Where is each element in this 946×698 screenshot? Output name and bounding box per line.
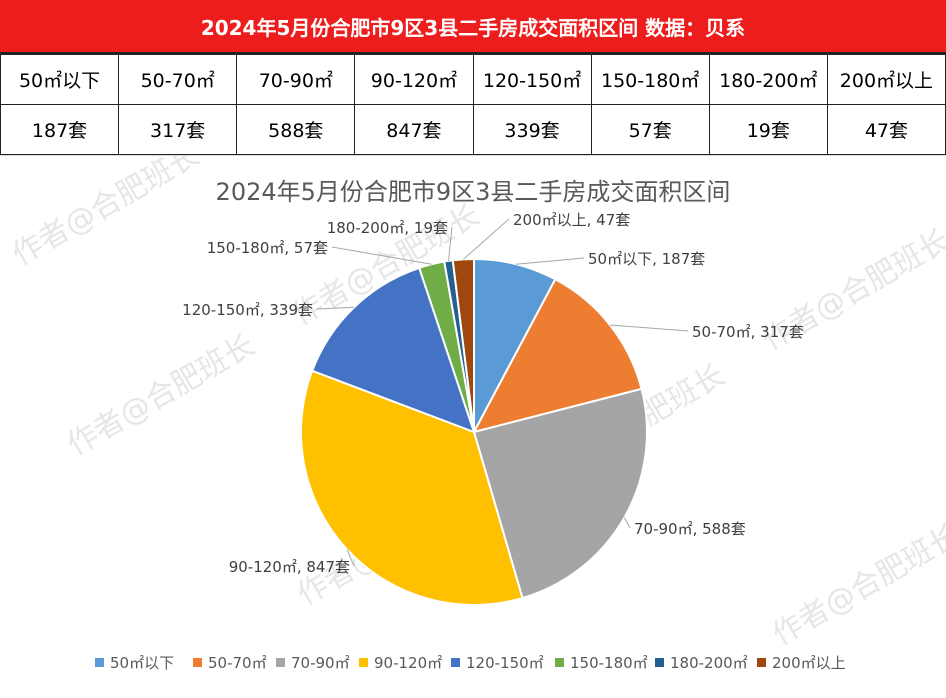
table-cell: 90-120㎡ xyxy=(355,55,473,105)
legend-swatch xyxy=(655,658,664,667)
data-label: 120-150㎡, 339套 xyxy=(182,301,313,319)
legend-label: 180-200㎡ xyxy=(670,654,748,672)
chart-area: 作者@合肥班长作者@合肥班长作者@合肥班长作者@合肥班长作者@合肥班长作者@合肥… xyxy=(0,155,946,697)
legend-swatch xyxy=(95,658,104,667)
table-cell: 187套 xyxy=(1,105,119,155)
table-row: 187套 317套 588套 847套 339套 57套 19套 47套 xyxy=(1,105,946,155)
watermark-text: 作者@合肥班长 xyxy=(767,518,946,653)
data-label: 200㎡以上, 47套 xyxy=(513,211,630,229)
legend-swatch xyxy=(451,658,460,667)
watermark-text: 作者@合肥班长 xyxy=(62,328,261,463)
table-cell: 47套 xyxy=(827,105,945,155)
pie-chart: 作者@合肥班长作者@合肥班长作者@合肥班长作者@合肥班长作者@合肥班长作者@合肥… xyxy=(0,156,946,698)
table-cell: 588套 xyxy=(237,105,355,155)
leader-line xyxy=(516,258,584,264)
data-label: 180-200㎡, 19套 xyxy=(327,219,448,237)
table-cell: 317套 xyxy=(119,105,237,155)
table-cell: 120-150㎡ xyxy=(473,55,591,105)
table-cell: 70-90㎡ xyxy=(237,55,355,105)
legend-label: 120-150㎡ xyxy=(466,654,544,672)
legend-label: 70-90㎡ xyxy=(291,654,350,672)
data-label: 90-120㎡, 847套 xyxy=(229,558,350,576)
legend-swatch xyxy=(555,658,564,667)
table-cell: 19套 xyxy=(709,105,827,155)
table-cell: 50㎡以下 xyxy=(1,55,119,105)
data-label: 50-70㎡, 317套 xyxy=(692,323,804,341)
legend-label: 50-70㎡ xyxy=(208,654,267,672)
legend-swatch xyxy=(193,658,202,667)
leader-line xyxy=(610,325,688,331)
summary-table: 50㎡以下 50-70㎡ 70-90㎡ 90-120㎡ 120-150㎡ 150… xyxy=(0,54,946,155)
table-row: 50㎡以下 50-70㎡ 70-90㎡ 90-120㎡ 120-150㎡ 150… xyxy=(1,55,946,105)
legend-swatch xyxy=(276,658,285,667)
table-cell: 847套 xyxy=(355,105,473,155)
table-cell: 57套 xyxy=(591,105,709,155)
legend-label: 50㎡以下 xyxy=(110,654,174,672)
table-cell: 180-200㎡ xyxy=(709,55,827,105)
legend-swatch xyxy=(757,658,766,667)
table-cell: 150-180㎡ xyxy=(591,55,709,105)
watermark-text: 作者@合肥班长 xyxy=(7,156,206,273)
chart-title: 2024年5月份合肥市9区3县二手房成交面积区间 xyxy=(216,178,731,206)
data-label: 50㎡以下, 187套 xyxy=(588,250,705,268)
legend-label: 200㎡以上 xyxy=(772,654,846,672)
legend-label: 90-120㎡ xyxy=(374,654,442,672)
table-cell: 50-70㎡ xyxy=(119,55,237,105)
leader-line xyxy=(624,518,630,528)
page-title: 2024年5月份合肥市9区3县二手房成交面积区间 数据：贝系 xyxy=(0,0,946,54)
data-label: 70-90㎡, 588套 xyxy=(634,520,746,538)
legend-swatch xyxy=(359,658,368,667)
table-cell: 200㎡以上 xyxy=(827,55,945,105)
legend-label: 150-180㎡ xyxy=(570,654,648,672)
table-cell: 339套 xyxy=(473,105,591,155)
data-label: 150-180㎡, 57套 xyxy=(207,239,328,257)
